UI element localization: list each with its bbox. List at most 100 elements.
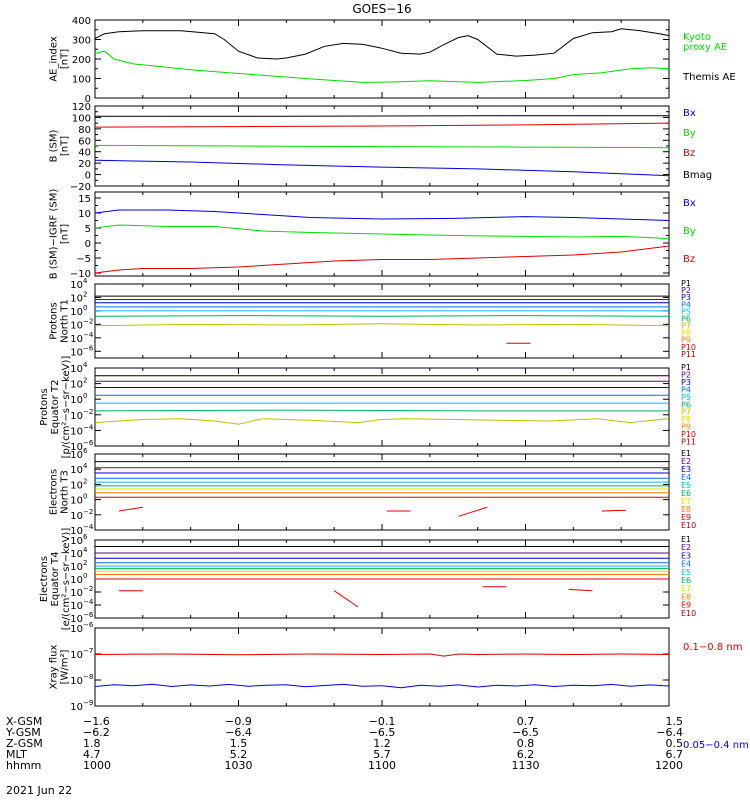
legend-entry: P5 [681, 393, 691, 402]
y-axis-label: [nT] [60, 136, 71, 156]
y-tick-exponent: 2 [83, 290, 87, 298]
panel-frame [94, 453, 670, 531]
y-tick-exponent: 0 [83, 304, 87, 312]
ephemeris-value: 0.7 [517, 715, 535, 728]
legend-entry: P6 [681, 400, 691, 409]
legend-entry: E10 [681, 521, 696, 530]
legend-entry: E2 [681, 457, 691, 466]
panel-frame [94, 19, 670, 99]
y-tick-label: 0 [85, 94, 91, 105]
y-axis-label: B (SM)−IGRF (SM) [49, 189, 60, 280]
ephemeris-value: −6.5 [512, 726, 539, 739]
series-p7 [94, 418, 670, 425]
y-tick-label: −20 [70, 182, 91, 193]
legend-entry: Bx [683, 108, 696, 119]
series-bx [94, 159, 670, 177]
series-e10-seg4 [568, 588, 593, 592]
legend-entry: By [683, 128, 696, 139]
legend-entry: P7 [681, 322, 691, 331]
legend-entry: P3 [681, 378, 691, 387]
y-tick-label: 60 [78, 136, 91, 147]
y-axis-label: [nT] [60, 224, 71, 244]
y-tick-label: 10 [70, 614, 83, 625]
y-tick-exponent: 6 [83, 533, 88, 541]
y-tick-label: 120 [72, 102, 91, 113]
y-tick-label: 10 [70, 280, 83, 291]
y-tick-label: 80 [78, 125, 91, 136]
y-tick-exponent: −7 [83, 647, 93, 655]
series-e10-seg1 [118, 506, 143, 512]
y-tick-exponent: −8 [83, 673, 93, 681]
series-p7 [94, 323, 670, 327]
y-tick-exponent: 4 [83, 546, 88, 554]
legend-entry: Bmag [683, 170, 712, 181]
y-tick-exponent: −2 [83, 585, 93, 593]
ephemeris-row-label: X-GSM [6, 715, 42, 728]
y-tick-label: −5 [76, 254, 91, 265]
legend-entry: P5 [681, 307, 691, 316]
ephemeris-value: 5.7 [373, 748, 391, 761]
ephemeris-value: 0.8 [517, 737, 535, 750]
ephemeris-row-label: hhmm [6, 759, 41, 772]
legend-entry: P9 [681, 423, 691, 432]
ephemeris-footer: X-GSM −1.6 −0.9 −0.1 0.7 1.5 Y-GSM −6.2 −6.4 −6.5… [5, 715, 683, 772]
ephemeris-row-label: Y-GSM [5, 726, 41, 739]
legend-entry: P6 [681, 314, 691, 323]
y-tick-exponent: 2 [83, 477, 87, 485]
y-axis-label: Electrons [49, 469, 60, 515]
y-tick-exponent: −4 [83, 331, 94, 339]
legend-entry: Bz [683, 254, 695, 265]
y-axis-label: B (SM) [49, 129, 60, 162]
y-tick-label: 300 [72, 36, 91, 47]
y-tick-exponent: −2 [83, 508, 93, 516]
y-tick-label: 10 [70, 380, 83, 391]
legend-entry: E7 [681, 497, 691, 506]
legend-entry: E10 [681, 609, 696, 618]
y-tick-label: 10 [70, 650, 83, 661]
y-tick-exponent: 0 [83, 572, 87, 580]
ephemeris-value: −6.5 [369, 726, 396, 739]
legend-entry: P1 [681, 363, 691, 372]
y-tick-label: 10 [70, 465, 83, 476]
legend-entry: E4 [681, 473, 691, 482]
y-tick-exponent: −2 [83, 408, 93, 416]
y-tick-exponent: 6 [83, 447, 88, 455]
legend-entry: Bz [683, 148, 695, 159]
ephemeris-value: 1130 [512, 759, 540, 772]
y-tick-exponent: 0 [83, 493, 87, 501]
ephemeris-value: 1100 [368, 759, 396, 772]
series-0-1-0-8-nm [94, 653, 670, 657]
y-tick-label: 10 [70, 480, 83, 491]
y-tick-exponent: −9 [83, 699, 93, 707]
y-tick-label: 10 [70, 624, 83, 635]
legend-entry: E8 [681, 592, 691, 601]
y-tick-label: 10 [70, 702, 83, 713]
legend-entry: P1 [681, 279, 691, 288]
legend-entry: P4 [681, 300, 691, 309]
legend-entry: P10 [681, 343, 696, 352]
legend-entry: P9 [681, 336, 691, 345]
series-e10-seg2 [333, 590, 359, 608]
ephemeris-value: 1.8 [83, 737, 101, 750]
y-tick-label: 10 [70, 536, 83, 547]
ephemeris-value: 0.5 [666, 737, 684, 750]
y-tick-exponent: −4 [83, 423, 94, 431]
panel-frame [94, 367, 670, 447]
y-axis-label: [e/(cm²−s−sr−keV)] [61, 528, 72, 631]
ephemeris-value: 6.2 [517, 748, 535, 761]
y-tick-label: 5 [85, 224, 91, 235]
ephemeris-value: 1.5 [230, 737, 248, 750]
plot-title: GOES−16 [352, 2, 411, 16]
y-tick-label: 10 [70, 496, 83, 507]
ephemeris-value: −6.4 [656, 726, 683, 739]
panel-frame [94, 283, 670, 359]
series-bz [94, 122, 670, 128]
y-tick-label: 40 [78, 148, 91, 159]
series-bmag [95, 115, 669, 117]
